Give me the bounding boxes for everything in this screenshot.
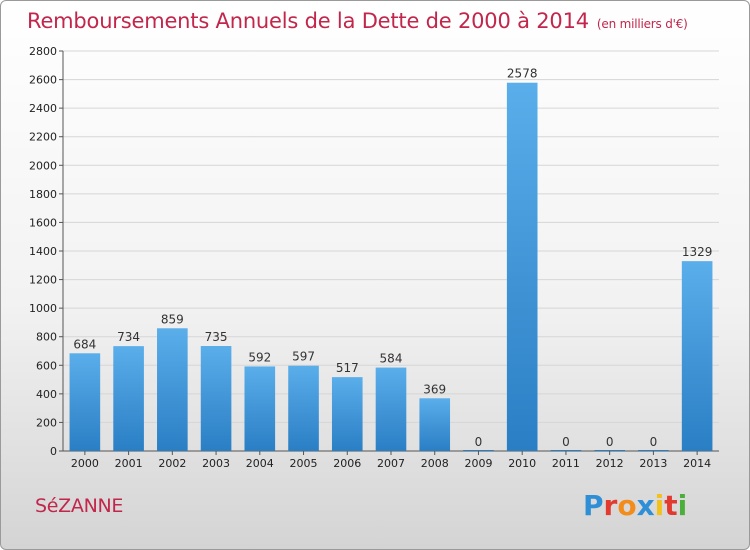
town-name: SéZANNE — [35, 495, 123, 517]
value-label: 517 — [336, 361, 359, 375]
bar-2006 — [332, 377, 363, 451]
x-tick-label: 2011 — [552, 457, 580, 470]
bar-2014 — [682, 261, 713, 451]
y-tick-label: 0 — [50, 445, 57, 458]
bar-2010 — [507, 83, 538, 451]
bar-2003 — [201, 346, 232, 451]
bar-2001 — [113, 346, 144, 451]
bar-2013 — [638, 450, 669, 451]
value-label: 0 — [475, 435, 483, 449]
value-label: 684 — [73, 337, 96, 351]
x-tick-label: 2002 — [158, 457, 186, 470]
y-tick-label: 200 — [36, 416, 57, 429]
x-tick-label: 2004 — [246, 457, 274, 470]
value-label: 0 — [650, 435, 658, 449]
bars — [70, 83, 713, 451]
logo-letter: P — [583, 489, 604, 522]
value-label: 584 — [380, 352, 403, 366]
y-tick-label: 600 — [36, 359, 57, 372]
x-tick-label: 2008 — [421, 457, 449, 470]
x-tick-label: 2006 — [333, 457, 361, 470]
x-tick-label: 2010 — [508, 457, 536, 470]
y-tick-label: 1800 — [29, 188, 57, 201]
value-label: 1329 — [682, 245, 713, 259]
value-label: 734 — [117, 330, 140, 344]
bar-2004 — [244, 366, 275, 451]
y-tick-label: 400 — [36, 388, 57, 401]
x-tick-label: 2000 — [71, 457, 99, 470]
logo-letter: r — [604, 489, 618, 522]
y-tick-label: 2800 — [29, 45, 57, 58]
logo-letter: i — [655, 489, 665, 522]
logo-letter: o — [617, 489, 636, 522]
x-tick-label: 2014 — [683, 457, 711, 470]
y-tick-label: 2000 — [29, 159, 57, 172]
y-tick-label: 1600 — [29, 216, 57, 229]
proxiti-logo: Proxiti — [583, 489, 687, 522]
bar-2012 — [594, 450, 625, 451]
value-label: 592 — [248, 350, 271, 364]
bar-2002 — [157, 328, 188, 451]
y-tick-label: 1400 — [29, 245, 57, 258]
logo-letter: t — [664, 489, 677, 522]
y-tick-label: 2600 — [29, 74, 57, 87]
value-label: 2578 — [507, 67, 538, 81]
value-label: 735 — [205, 330, 228, 344]
y-tick-label: 1000 — [29, 302, 57, 315]
x-tick-label: 2012 — [596, 457, 624, 470]
x-tick-label: 2003 — [202, 457, 230, 470]
logo-letter: x — [637, 489, 655, 522]
bar-2005 — [288, 366, 319, 451]
x-tick-label: 2013 — [639, 457, 667, 470]
x-tick-label: 2001 — [115, 457, 143, 470]
logo-letter: i — [678, 489, 688, 522]
x-tick-label: 2009 — [464, 457, 492, 470]
value-label: 369 — [423, 382, 446, 396]
x-tick-label: 2007 — [377, 457, 405, 470]
bar-2008 — [419, 398, 450, 451]
y-tick-label: 1200 — [29, 274, 57, 287]
bar-2000 — [70, 353, 101, 451]
y-tick-label: 2200 — [29, 131, 57, 144]
y-tick-label: 2400 — [29, 102, 57, 115]
bar-2007 — [376, 368, 407, 451]
value-label: 0 — [606, 435, 614, 449]
value-label: 597 — [292, 350, 315, 364]
bar-2011 — [551, 450, 582, 451]
bar-2009 — [463, 450, 494, 451]
y-tick-label: 800 — [36, 331, 57, 344]
x-tick-label: 2005 — [290, 457, 318, 470]
value-label: 859 — [161, 312, 184, 326]
value-label: 0 — [562, 435, 570, 449]
